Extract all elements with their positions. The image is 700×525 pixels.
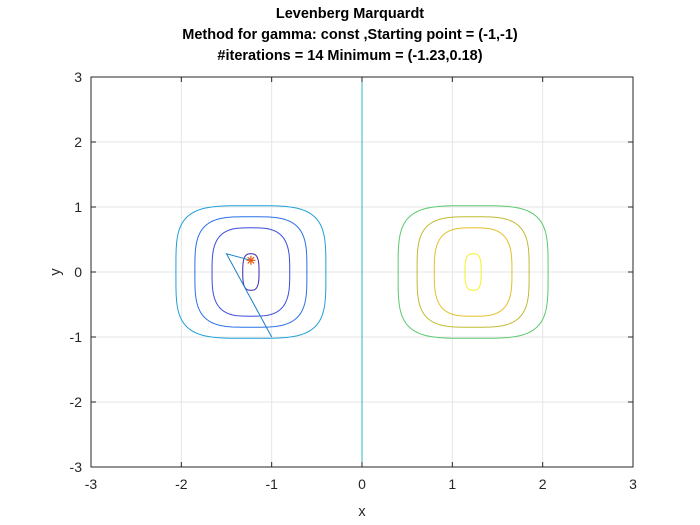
y-tick-labels: -3 -2 -1 0 1 2 3 bbox=[70, 69, 83, 475]
chart-title-line-2: Method for gamma: const ,Starting point … bbox=[182, 27, 518, 43]
contour-line bbox=[397, 205, 549, 339]
contour-line bbox=[194, 216, 308, 328]
x-tick-label: 3 bbox=[629, 476, 637, 492]
chart-title: Levenberg Marquardt Method for gamma: co… bbox=[0, 4, 700, 67]
y-tick-label: 1 bbox=[74, 199, 82, 215]
minimum-marker-layer bbox=[246, 255, 256, 265]
minimum-marker-stroke bbox=[247, 256, 255, 264]
contour-line bbox=[211, 227, 291, 317]
chart-title-line-3: #iterations = 14 Minimum = (-1.23,0.18) bbox=[217, 48, 483, 64]
contour-line bbox=[416, 216, 530, 328]
iteration-path-layer bbox=[225, 253, 273, 338]
y-tick-label: -1 bbox=[70, 329, 83, 345]
y-tick-label: 2 bbox=[74, 134, 82, 150]
x-axis-label: x bbox=[358, 504, 366, 520]
minimum-marker bbox=[246, 255, 256, 265]
x-tick-label: -2 bbox=[175, 476, 188, 492]
x-tick-label: 2 bbox=[539, 476, 547, 492]
y-tick-label: -3 bbox=[70, 459, 83, 475]
contour-line bbox=[433, 227, 513, 317]
contour-lines bbox=[175, 205, 549, 339]
y-axis-label: y bbox=[48, 268, 64, 276]
y-tick-label: -2 bbox=[70, 394, 83, 410]
iteration-path bbox=[225, 253, 273, 338]
contour-line bbox=[175, 205, 327, 339]
x-tick-label: -3 bbox=[85, 476, 98, 492]
y-tick-label: 0 bbox=[74, 264, 82, 280]
tick-marks bbox=[90, 76, 634, 468]
contour-line bbox=[242, 253, 260, 291]
y-tick-label: 3 bbox=[74, 69, 82, 85]
chart-title-line-1: Levenberg Marquardt bbox=[275, 6, 425, 22]
x-tick-labels: -3 -2 -1 0 1 2 3 bbox=[85, 476, 637, 492]
x-tick-label: -1 bbox=[265, 476, 278, 492]
x-tick-label: 0 bbox=[358, 476, 366, 492]
x-tick-label: 1 bbox=[448, 476, 456, 492]
contour-line bbox=[464, 253, 482, 291]
